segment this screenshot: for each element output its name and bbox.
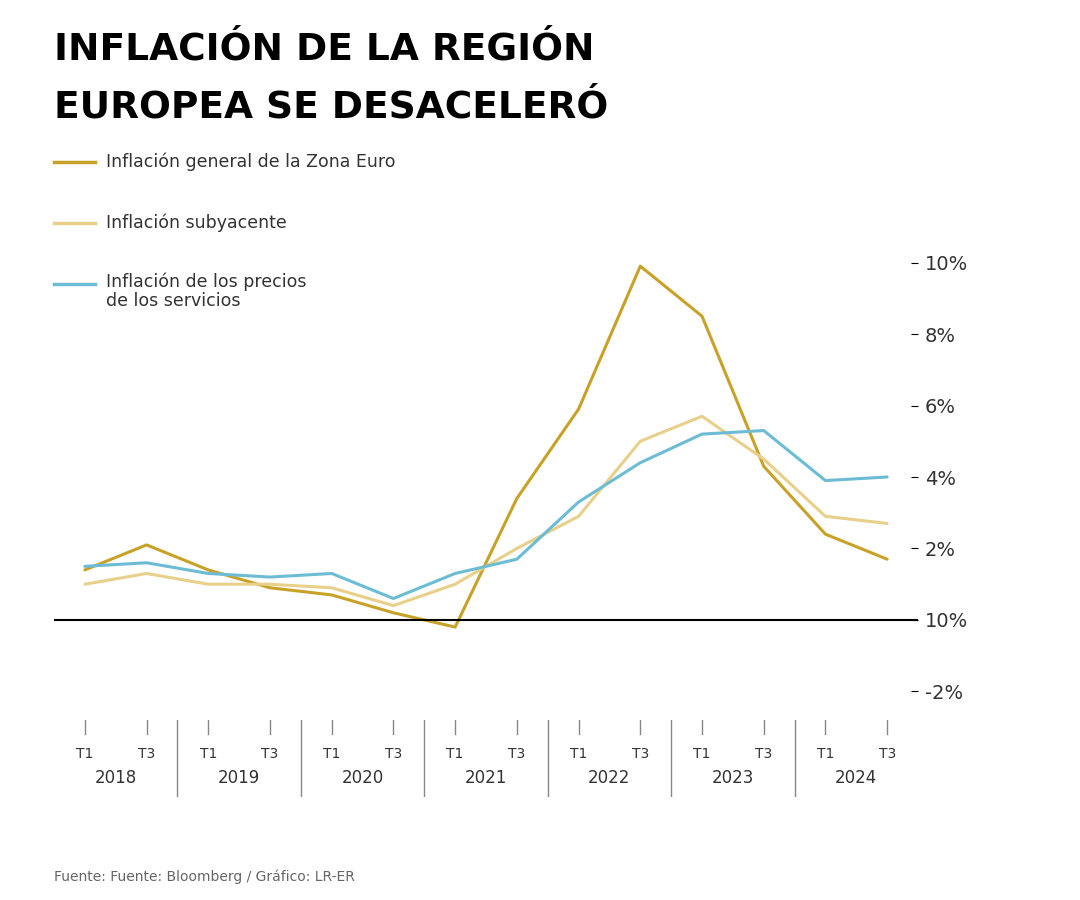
Text: T3: T3	[632, 747, 649, 761]
Text: LR: LR	[967, 851, 1001, 875]
Text: EUROPEA SE DESACELERÓ: EUROPEA SE DESACELERÓ	[54, 90, 608, 126]
Text: T3: T3	[138, 747, 156, 761]
Text: Fuente: Fuente: Bloomberg / Gráfico: LR-ER: Fuente: Fuente: Bloomberg / Gráfico: LR-…	[54, 869, 355, 884]
Text: T1: T1	[77, 747, 94, 761]
Text: 2022: 2022	[589, 770, 631, 788]
Text: T3: T3	[755, 747, 772, 761]
Text: T1: T1	[446, 747, 463, 761]
Text: T1: T1	[323, 747, 340, 761]
Text: T3: T3	[509, 747, 526, 761]
Text: 2021: 2021	[464, 770, 508, 788]
Text: 2024: 2024	[835, 770, 877, 788]
Text: 2019: 2019	[218, 770, 260, 788]
Text: T1: T1	[693, 747, 711, 761]
Text: T1: T1	[200, 747, 217, 761]
Text: Inflación general de la Zona Euro: Inflación general de la Zona Euro	[106, 153, 395, 171]
Text: T1: T1	[570, 747, 588, 761]
Text: T3: T3	[261, 747, 279, 761]
Text: T1: T1	[816, 747, 834, 761]
Text: T3: T3	[878, 747, 895, 761]
Text: 2020: 2020	[341, 770, 383, 788]
Text: de los servicios: de los servicios	[106, 292, 241, 310]
Text: INFLACIÓN DE LA REGIÓN: INFLACIÓN DE LA REGIÓN	[54, 32, 594, 68]
Text: Inflación subyacente: Inflación subyacente	[106, 214, 286, 232]
Text: T3: T3	[384, 747, 402, 761]
Text: 2023: 2023	[712, 770, 754, 788]
Text: Inflación de los precios: Inflación de los precios	[106, 273, 307, 292]
Text: 2018: 2018	[95, 770, 137, 788]
